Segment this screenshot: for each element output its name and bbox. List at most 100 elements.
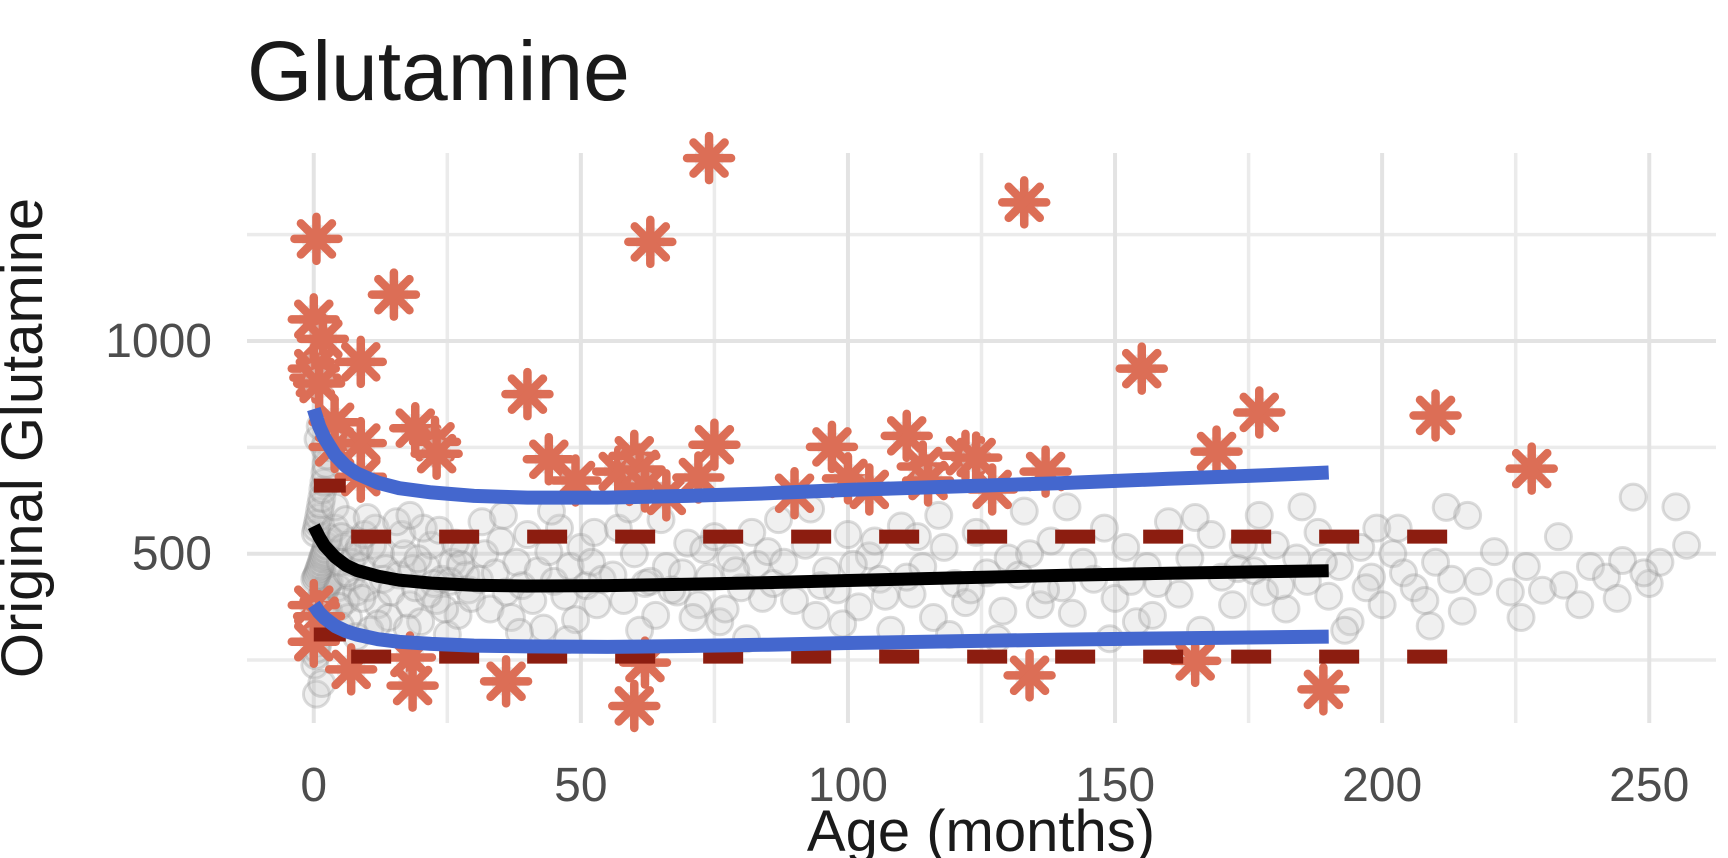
normal-point <box>1025 590 1055 620</box>
normal-point <box>1244 500 1274 530</box>
normal-point <box>307 668 337 698</box>
normal-point <box>1111 532 1141 562</box>
normal-point <box>1271 594 1301 624</box>
normal-point <box>470 539 500 569</box>
normal-point <box>1009 496 1039 526</box>
normal-point <box>988 596 1018 626</box>
normal-point <box>753 537 783 567</box>
normal-point <box>347 583 377 613</box>
normal-point <box>395 590 425 620</box>
normal-point <box>582 590 612 620</box>
normal-point <box>1463 566 1493 596</box>
normal-point <box>408 513 438 543</box>
normal-point <box>1565 590 1595 620</box>
normal-point <box>305 551 335 581</box>
normal-point <box>1618 482 1648 512</box>
normal-point <box>828 609 858 639</box>
normal-point <box>1602 583 1632 613</box>
normal-point <box>1437 564 1467 594</box>
normal-point <box>1356 562 1386 592</box>
normal-point <box>1511 551 1541 581</box>
normal-point <box>331 505 361 535</box>
normal-point <box>1608 546 1638 576</box>
y-tick-labels: 500 1000 <box>105 315 212 581</box>
normal-point <box>502 547 532 577</box>
x-tick-labels: 0 50 100 150 200 250 <box>300 759 1689 812</box>
normal-point <box>406 607 436 637</box>
normal-point <box>374 603 404 633</box>
normal-point <box>1543 522 1573 552</box>
normal-point <box>1415 611 1445 641</box>
normal-point <box>566 532 596 562</box>
normal-point <box>577 547 607 577</box>
normal-point <box>918 603 948 633</box>
normal-point <box>1431 492 1461 522</box>
normal-point <box>1137 600 1167 630</box>
x-tick-label: 250 <box>1609 759 1689 812</box>
normal-point <box>1634 568 1664 598</box>
outlier-point <box>479 655 533 708</box>
normal-point <box>683 590 713 620</box>
normal-point <box>1314 581 1344 611</box>
normal-point <box>1645 547 1675 577</box>
normal-point <box>475 594 505 624</box>
normal-point <box>833 520 863 550</box>
outlier-point <box>672 451 725 504</box>
normal-point <box>705 607 735 637</box>
outlier-point <box>290 212 343 266</box>
outlier-point <box>880 409 933 463</box>
normal-point <box>1410 585 1440 615</box>
normal-point <box>1389 558 1419 588</box>
outlier-point <box>367 268 421 321</box>
axis-labels: Glutamine Age (months) Original Glutamin… <box>0 24 1689 858</box>
normal-point <box>320 513 350 543</box>
normal-point <box>403 544 433 574</box>
normal-point <box>1453 500 1483 530</box>
normal-point <box>301 679 331 709</box>
normal-point <box>438 547 468 577</box>
normal-point <box>1378 539 1408 569</box>
normal-point <box>924 500 954 530</box>
outlier-point <box>624 215 677 269</box>
normal-point <box>710 594 740 624</box>
normal-point <box>352 503 382 533</box>
median-curve <box>307 523 1329 593</box>
normal-point <box>1399 573 1429 603</box>
outlier-point <box>1409 389 1462 442</box>
lower-limit-curve <box>308 600 1329 654</box>
normal-point <box>395 500 425 530</box>
normal-point <box>382 507 412 537</box>
normal-point <box>488 500 518 530</box>
normal-point <box>870 581 900 611</box>
normal-point <box>950 588 980 618</box>
y-tick-label: 500 <box>132 528 212 581</box>
normal-point <box>342 577 372 607</box>
plot-title: Glutamine <box>247 24 630 118</box>
normal-point <box>1575 551 1605 581</box>
normal-point <box>838 549 868 579</box>
outlier-point <box>386 659 439 712</box>
normal-point <box>1591 562 1621 592</box>
x-tick-label: 150 <box>1075 759 1155 812</box>
x-tick-label: 0 <box>300 759 327 812</box>
normal-point <box>1196 520 1226 550</box>
normal-point <box>673 528 703 558</box>
normal-point <box>467 507 497 537</box>
upper-limit-curve <box>307 407 1329 505</box>
normal-point <box>1287 492 1317 522</box>
normal-point <box>1250 577 1280 607</box>
normal-point <box>446 549 476 579</box>
outlier-point <box>1297 663 1350 716</box>
outlier-point <box>1233 386 1286 439</box>
normal-point <box>1506 603 1536 633</box>
normal-point <box>1672 530 1702 560</box>
x-tick-label: 200 <box>1342 759 1422 812</box>
normal-point <box>320 492 350 522</box>
outlier-point <box>1003 649 1056 702</box>
normal-point <box>1383 513 1413 543</box>
normal-point <box>363 590 393 620</box>
outlier-point <box>501 367 554 421</box>
x-axis-title: Age (months) <box>807 799 1155 858</box>
normal-point <box>390 539 420 569</box>
